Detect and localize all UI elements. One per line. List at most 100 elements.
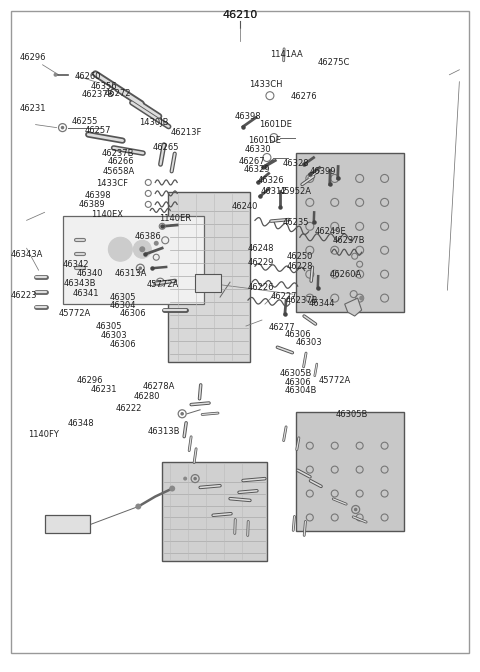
Text: 46343A: 46343A [10,250,43,259]
Text: 46399: 46399 [310,167,336,175]
Text: 1601DE: 1601DE [248,136,280,145]
Bar [296,412,404,532]
Text: 46213F: 46213F [170,128,202,137]
Text: 46257: 46257 [84,126,111,136]
Circle shape [139,266,142,270]
Text: 46296: 46296 [76,376,103,385]
Text: 1140EX: 1140EX [91,210,123,218]
Bar [195,274,221,292]
Text: 45772A: 45772A [58,308,90,318]
Text: 46305: 46305 [96,322,122,331]
Text: 46237B: 46237B [82,90,115,99]
Text: 46231: 46231 [91,385,117,394]
Circle shape [193,477,197,480]
Text: 46398: 46398 [234,112,261,121]
Text: 1141AA: 1141AA [270,50,302,59]
Text: 46237B: 46237B [101,149,134,157]
Text: 46389: 46389 [78,200,105,209]
Bar [162,462,267,561]
Text: 46303: 46303 [296,337,322,347]
Text: 46210: 46210 [222,10,258,20]
Text: 46304: 46304 [110,300,136,310]
Text: 46341: 46341 [72,288,99,298]
Text: 46267: 46267 [239,157,265,165]
Text: 46237B: 46237B [286,296,318,305]
Bar [45,515,90,534]
Text: 46260: 46260 [75,71,101,81]
Text: 46343B: 46343B [64,280,96,288]
Text: 46305: 46305 [110,292,136,302]
Circle shape [154,241,159,246]
Text: 1601DE: 1601DE [259,120,292,129]
Text: 46265: 46265 [153,142,179,152]
Circle shape [108,237,132,261]
Text: 1430JB: 1430JB [140,118,169,128]
Polygon shape [345,298,361,316]
Text: 46340: 46340 [76,269,103,278]
Text: 45952A: 45952A [279,187,311,196]
Text: 46266: 46266 [108,157,134,166]
Text: 46240: 46240 [231,202,258,210]
Text: 46386: 46386 [135,233,161,241]
Text: 46305B: 46305B [336,410,368,419]
Text: 46277: 46277 [268,323,295,332]
Text: 46237B: 46237B [333,236,365,245]
Text: 46228: 46228 [287,263,313,271]
Text: 46227: 46227 [271,292,297,301]
Bar [296,153,404,312]
Text: 46398: 46398 [84,191,111,200]
Text: 46306: 46306 [285,330,312,339]
Text: 46342: 46342 [63,261,89,269]
Text: 46226: 46226 [248,284,274,292]
Text: 45658A: 45658A [103,167,135,176]
Text: 46272: 46272 [105,89,132,98]
Text: 46250: 46250 [287,253,313,261]
Circle shape [354,508,358,511]
Text: 1140ER: 1140ER [158,214,191,222]
Text: 46260A: 46260A [330,270,362,279]
Text: 46235: 46235 [283,218,310,226]
Text: 1433CF: 1433CF [96,179,129,187]
Text: 46306: 46306 [110,339,136,349]
Circle shape [135,503,141,509]
Text: 46330: 46330 [245,145,271,155]
Text: 46275C: 46275C [318,58,350,67]
Circle shape [54,73,58,77]
Text: 46306: 46306 [285,378,312,386]
Bar [62,216,204,304]
Text: 46326: 46326 [257,176,284,185]
Text: 46329: 46329 [244,165,270,174]
Text: 46278A: 46278A [143,382,175,391]
Text: 46249E: 46249E [315,227,346,236]
Circle shape [133,241,151,258]
Text: 46303: 46303 [100,331,127,341]
Text: 45772A: 45772A [147,280,179,289]
Circle shape [139,246,145,252]
Text: 46306: 46306 [120,308,146,318]
Circle shape [180,412,184,415]
Circle shape [359,296,364,300]
Bar [168,192,250,362]
Text: 46313B: 46313B [147,427,180,435]
Circle shape [183,476,187,480]
Text: 46280: 46280 [134,392,160,401]
Text: 46210: 46210 [222,10,258,20]
Text: 46222: 46222 [116,404,142,413]
Text: 46344: 46344 [309,298,336,308]
Text: 1433CH: 1433CH [250,79,283,89]
Text: 46229: 46229 [248,258,274,267]
Circle shape [169,486,175,491]
Text: 46305B: 46305B [279,369,312,378]
Text: 45772A: 45772A [319,376,351,385]
Text: 46231: 46231 [20,103,47,113]
Text: 46255: 46255 [72,117,98,126]
Text: 46313A: 46313A [115,269,147,278]
Text: 46296: 46296 [20,54,47,62]
Text: 46304B: 46304B [285,386,317,395]
Text: 46356: 46356 [91,81,117,91]
Text: 46248: 46248 [248,245,274,253]
Text: 46348: 46348 [68,419,95,427]
Circle shape [61,126,64,130]
Text: 46276: 46276 [291,91,317,101]
Text: 1140FY: 1140FY [28,430,60,439]
